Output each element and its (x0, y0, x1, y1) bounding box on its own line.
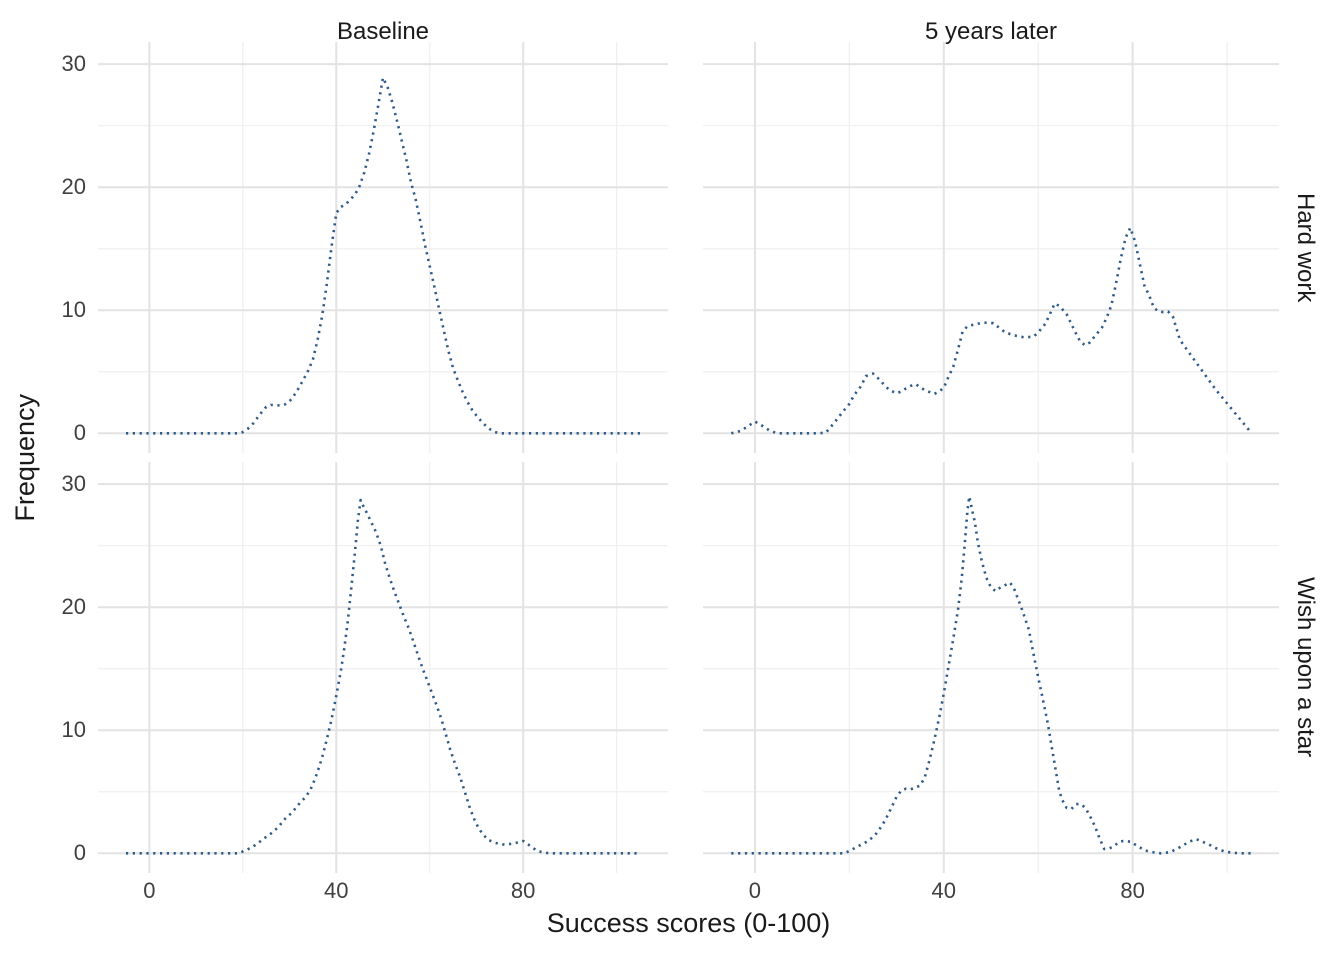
y-axis-tick-label: 10 (61, 297, 86, 323)
y-axis-tick-label: 10 (61, 717, 86, 743)
y-axis-tick-label: 30 (61, 471, 86, 497)
y-axis-title-container: Frequency (8, 42, 42, 873)
x-axis-tick-label: 80 (510, 878, 536, 903)
y-axis-tick-label: 30 (61, 51, 86, 77)
frequency-polygon-dotted-hard-work-baseline (126, 76, 640, 435)
facet-row-strip-hard-work: Hard work (1288, 42, 1322, 453)
frequency-polygon-dotted-hard-work-5-years-later (730, 226, 1252, 435)
y-axis-tick-label: 0 (73, 840, 86, 866)
y-axis-title: Frequency (9, 393, 40, 522)
frequency-polygon-dotted-wish-upon-a-star-baseline (126, 498, 640, 855)
facet-column-title-baseline: Baseline (336, 18, 430, 45)
x-axis-tick-label: 0 (748, 878, 762, 903)
facet-row-label-wish-upon-a-star: Wish upon a star (1292, 577, 1319, 758)
frequency-polygon-dotted-wish-upon-a-star-5-years-later (731, 495, 1251, 855)
y-axis-tick-label: 20 (61, 174, 86, 200)
facet-row-strip-wish-upon-a-star: Wish upon a star (1288, 462, 1322, 873)
y-axis-tick-label: 20 (61, 594, 86, 620)
x-axis-tick-label: 40 (324, 878, 349, 903)
x-axis-title: Success scores (0-100) (546, 908, 831, 938)
x-axis-tick-label: 40 (931, 878, 957, 903)
x-axis-tick-label: 0 (143, 878, 156, 903)
facet-row-label-hard-work: Hard work (1292, 192, 1319, 303)
y-axis-tick-label: 0 (73, 420, 86, 446)
x-axis-tick-label: 80 (1120, 878, 1145, 903)
facet-column-title-5-years-later: 5 years later (924, 18, 1058, 45)
